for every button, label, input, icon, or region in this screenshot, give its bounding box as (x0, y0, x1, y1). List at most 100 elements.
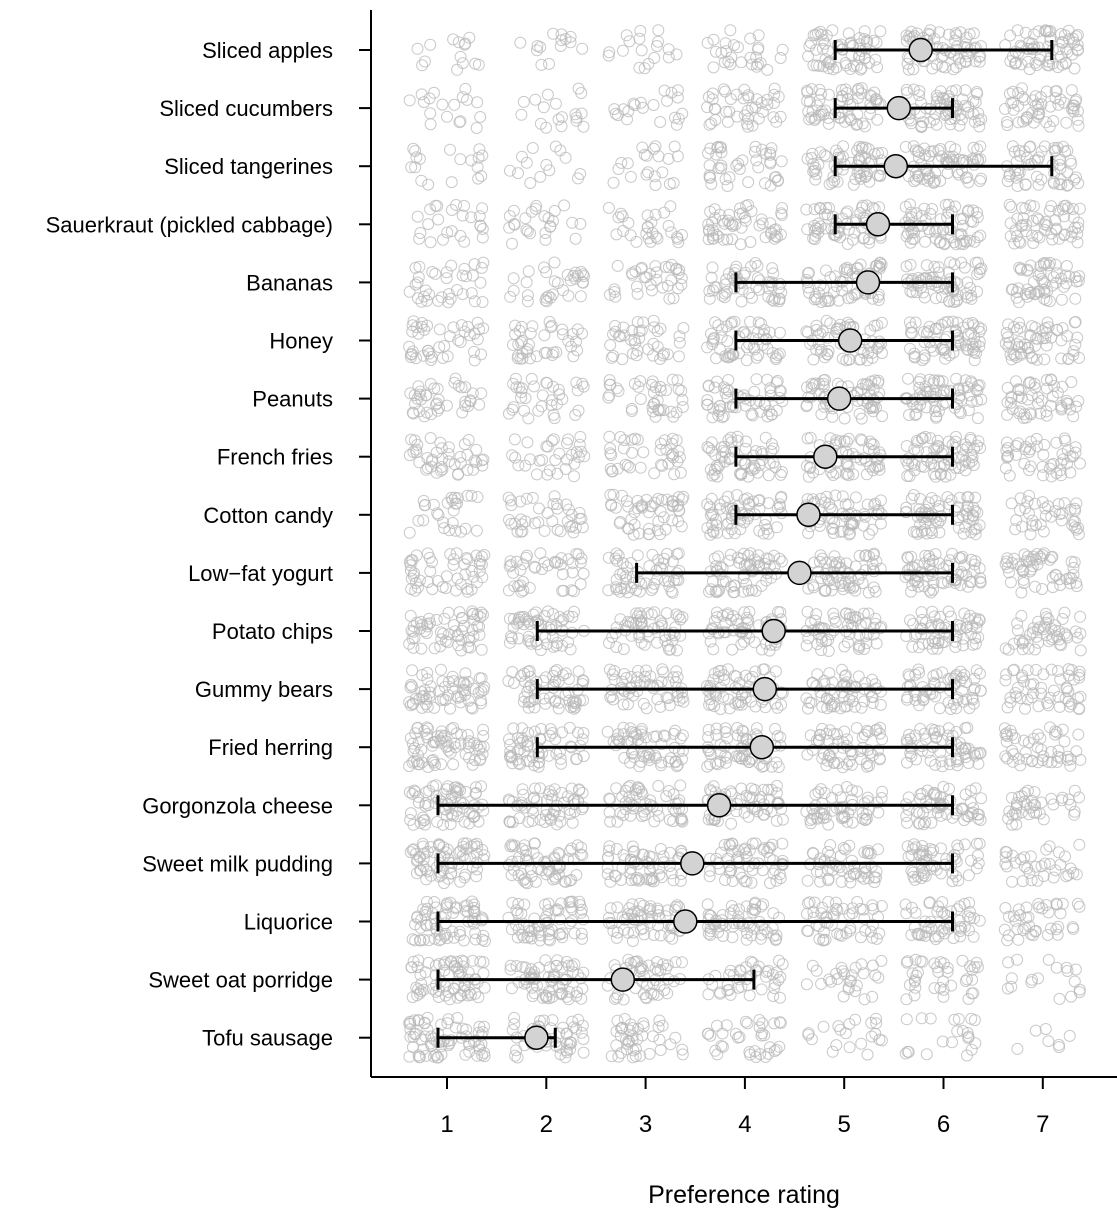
response-point (1023, 36, 1036, 49)
response-point (1012, 46, 1025, 59)
response-point (726, 220, 739, 232)
response-point (412, 271, 425, 284)
response-point (974, 684, 987, 697)
response-point (459, 748, 472, 761)
response-point (962, 317, 975, 330)
response-point (849, 173, 862, 185)
response-point (615, 207, 627, 220)
response-point (527, 792, 540, 805)
response-point (905, 206, 918, 219)
response-point (538, 261, 550, 274)
response-point (526, 320, 539, 333)
response-point (471, 491, 484, 503)
response-point (652, 150, 665, 163)
response-point (475, 261, 488, 274)
response-point (909, 167, 922, 179)
response-point (962, 757, 975, 769)
response-point (546, 288, 559, 301)
response-point (801, 267, 814, 280)
response-point (765, 142, 778, 155)
response-point (431, 200, 444, 212)
response-point (538, 210, 551, 223)
response-point (1049, 144, 1062, 157)
response-point (664, 200, 677, 213)
response-point (647, 337, 660, 350)
response-point (863, 233, 875, 246)
response-point (546, 515, 559, 528)
response-point (473, 143, 486, 156)
response-point (1054, 162, 1067, 175)
response-point (866, 351, 879, 364)
response-point (663, 292, 676, 305)
response-point (403, 94, 416, 107)
response-point (676, 611, 689, 624)
response-point (909, 144, 922, 157)
response-point (1026, 229, 1039, 242)
response-point (1041, 219, 1054, 232)
response-point (477, 256, 490, 269)
response-point (406, 664, 419, 677)
response-point (1006, 283, 1019, 296)
response-point (617, 643, 630, 656)
response-point (564, 30, 577, 43)
response-point (529, 93, 542, 106)
response-point (820, 29, 833, 42)
response-point (477, 723, 490, 736)
response-point (733, 347, 745, 360)
response-point (918, 336, 931, 349)
response-point (443, 330, 456, 343)
response-point (959, 99, 972, 112)
response-point (1052, 98, 1065, 111)
response-point (816, 722, 829, 735)
response-point (544, 321, 557, 334)
response-point (465, 154, 478, 167)
response-point (671, 91, 684, 104)
response-point (960, 31, 973, 44)
response-point (672, 383, 685, 396)
response-point (838, 263, 851, 276)
response-point (902, 227, 914, 240)
response-point (1058, 497, 1071, 510)
response-point (1058, 735, 1071, 748)
response-point (876, 347, 888, 359)
response-point (1065, 84, 1078, 97)
response-point (873, 262, 886, 275)
response-point (637, 316, 650, 329)
response-point (762, 469, 775, 482)
response-point (650, 230, 662, 243)
response-point (437, 233, 449, 246)
response-point (465, 287, 478, 300)
response-point (850, 722, 863, 734)
response-point (425, 354, 437, 366)
response-point (906, 273, 919, 285)
response-point (541, 507, 554, 519)
response-point (740, 435, 752, 448)
response-point (703, 118, 716, 131)
response-point (930, 89, 943, 102)
response-point (830, 323, 843, 336)
response-point (511, 352, 524, 365)
response-point (876, 146, 889, 159)
response-point (507, 722, 520, 735)
response-point (537, 101, 550, 114)
response-point (968, 115, 981, 128)
response-point (1015, 586, 1028, 599)
response-point (651, 232, 664, 245)
response-point (574, 168, 587, 180)
response-point (872, 169, 884, 182)
response-point (808, 224, 821, 237)
response-point (421, 547, 434, 560)
response-point (1035, 173, 1048, 186)
response-point (470, 443, 483, 456)
response-point (808, 203, 821, 216)
response-point (654, 322, 667, 335)
response-point (571, 344, 584, 357)
response-point (456, 406, 469, 419)
response-point (1032, 728, 1044, 741)
response-point (413, 388, 426, 401)
response-point (900, 440, 913, 452)
response-point (836, 163, 849, 176)
response-point (1030, 59, 1043, 72)
response-point (415, 295, 428, 308)
response-point (1072, 728, 1085, 741)
